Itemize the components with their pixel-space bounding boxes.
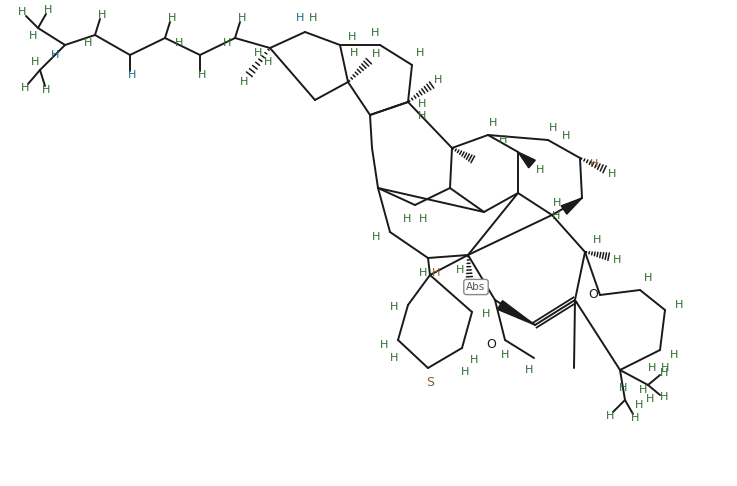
Text: H: H: [43, 5, 52, 15]
Text: H: H: [489, 118, 497, 128]
Text: H: H: [434, 75, 442, 85]
Text: H: H: [390, 353, 398, 363]
Polygon shape: [518, 152, 535, 168]
Text: H: H: [670, 350, 678, 360]
Text: H: H: [29, 31, 37, 41]
Text: H: H: [254, 48, 262, 58]
Text: O: O: [588, 289, 598, 301]
Text: H: H: [350, 48, 358, 58]
Text: H: H: [403, 214, 411, 224]
Text: H: H: [660, 368, 668, 378]
Text: H: H: [371, 49, 380, 59]
Text: H: H: [128, 70, 136, 80]
Text: H: H: [552, 211, 560, 221]
Text: H: H: [42, 85, 50, 95]
Text: S: S: [426, 376, 434, 388]
Text: H: H: [21, 83, 29, 93]
Text: H: H: [553, 198, 561, 208]
Text: H: H: [593, 235, 601, 245]
Text: H: H: [590, 159, 598, 169]
Text: H: H: [661, 363, 669, 373]
Text: H: H: [660, 392, 668, 402]
Text: H: H: [419, 268, 427, 278]
Text: H: H: [525, 365, 533, 375]
Text: H: H: [612, 255, 621, 265]
Text: H: H: [198, 70, 206, 80]
Text: H: H: [499, 135, 507, 145]
Text: H: H: [562, 131, 570, 141]
Text: H: H: [482, 309, 490, 319]
Text: H: H: [646, 394, 654, 404]
Text: H: H: [380, 340, 388, 350]
Text: H: H: [238, 13, 246, 23]
Text: H: H: [536, 165, 544, 175]
Text: H: H: [418, 111, 426, 121]
Text: H: H: [501, 350, 509, 360]
Text: H: H: [309, 13, 317, 23]
Text: O: O: [486, 339, 496, 351]
Text: H: H: [432, 268, 440, 278]
Text: H: H: [418, 99, 426, 109]
Text: H: H: [549, 123, 557, 133]
Text: H: H: [84, 38, 92, 48]
Text: H: H: [419, 214, 427, 224]
Text: Abs: Abs: [467, 282, 486, 292]
Text: H: H: [606, 411, 614, 421]
Text: H: H: [348, 32, 356, 42]
Text: H: H: [371, 28, 380, 38]
Polygon shape: [562, 198, 582, 214]
Text: H: H: [455, 265, 464, 275]
Text: H: H: [608, 169, 616, 179]
Polygon shape: [497, 301, 535, 325]
Text: H: H: [371, 232, 380, 242]
Text: H: H: [240, 77, 248, 87]
Text: H: H: [635, 400, 643, 410]
Text: H: H: [639, 385, 647, 395]
Text: H: H: [631, 413, 639, 423]
Text: H: H: [619, 383, 627, 393]
Text: H: H: [644, 273, 652, 283]
Text: H: H: [264, 57, 272, 67]
Text: H: H: [51, 50, 59, 60]
Text: H: H: [98, 10, 106, 20]
Text: H: H: [675, 300, 683, 310]
Text: H: H: [469, 355, 478, 365]
Text: H: H: [390, 302, 398, 312]
Text: H: H: [461, 367, 469, 377]
Text: H: H: [648, 363, 656, 373]
Text: H: H: [18, 7, 27, 17]
Text: H: H: [175, 38, 184, 48]
Text: H: H: [416, 48, 425, 58]
Text: H: H: [168, 13, 176, 23]
Text: H: H: [31, 57, 39, 67]
Text: H: H: [296, 13, 304, 23]
Text: H: H: [223, 38, 231, 48]
